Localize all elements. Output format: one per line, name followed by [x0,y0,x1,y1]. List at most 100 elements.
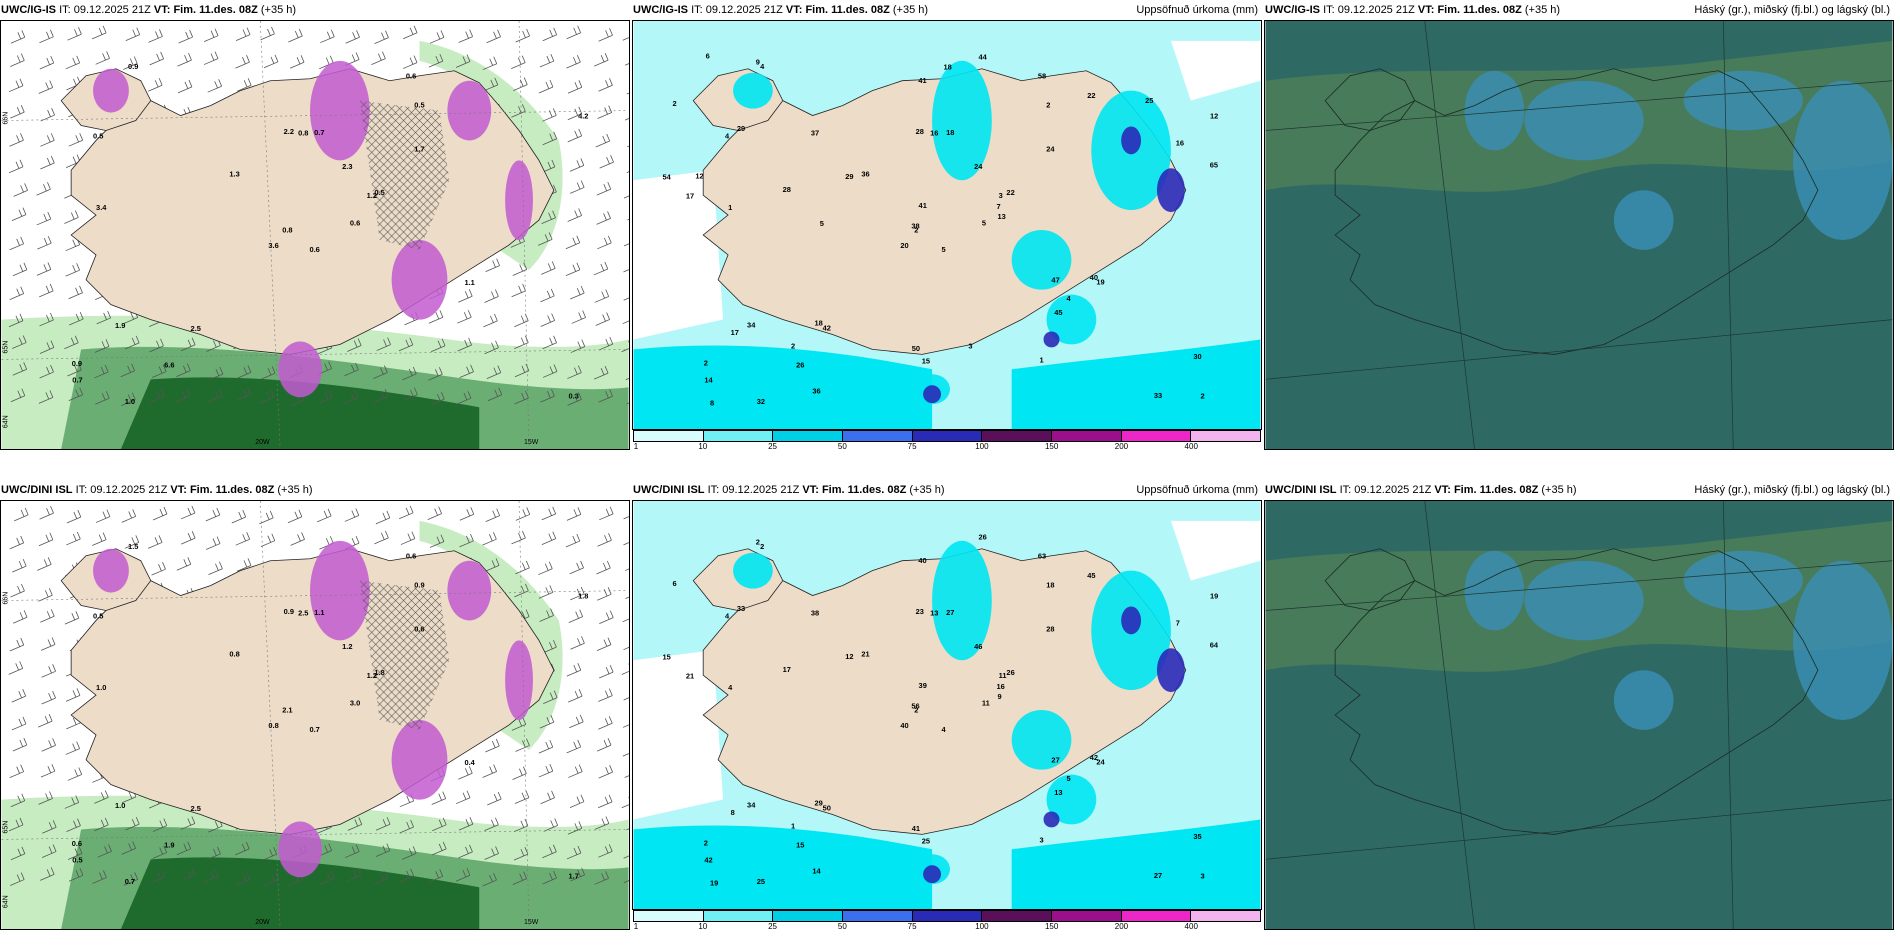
wind-barb-icon [540,790,555,805]
wind-barb-icon [541,506,557,521]
value-label: 16 [930,128,938,137]
wind-barb-icon [541,210,556,225]
wind-barb-icon [458,289,473,303]
wind-barb-icon [594,289,610,303]
value-label: 18 [1046,580,1054,589]
wind-barb-icon [566,663,582,677]
value-label: 64 [1210,640,1219,649]
value-label: 1.8 [374,668,384,677]
precip-mid-area [1011,339,1261,429]
wind-barb-icon [402,25,418,40]
wind-barb-icon [151,562,166,576]
value-label: 5 [982,218,986,227]
wind-barb-icon [539,715,555,729]
precip-mid-area [733,72,773,109]
value-label: 25 [757,877,765,886]
wind-barb-icon [289,55,305,69]
value-label: 1.2 [367,191,377,200]
wind-barb-icon [180,337,196,352]
wind-barb-icon [263,54,279,69]
wind-barb-icon [626,828,629,831]
wind-barb-icon [10,846,26,861]
value-label: 0.6 [72,839,82,848]
wind-barb-icon [180,816,196,830]
panel-header: UWC/DINI ISL IT: 09.12.2025 21Z VT: Fim.… [632,480,1262,500]
westfjords-outline [1324,548,1416,611]
legend-swatch [1191,911,1261,921]
legend-tick-label: 10 [698,442,708,451]
wind-barb-icon [37,557,52,571]
iceland-outline [1334,548,1819,835]
precip-mid-area [932,60,992,181]
run-it-label: IT: [75,484,88,496]
wind-barb-icon [371,51,386,65]
wind-barb-icon [373,871,389,885]
wind-barb-icon [95,509,111,523]
run-vt-label: VT: [170,484,187,496]
wind-barb-icon [11,716,27,731]
value-label: 3 [1200,871,1204,880]
wind-barb-icon [539,608,554,622]
run-info: UWC/DINI ISL IT: 09.12.2025 21Z VT: Fim.… [633,480,945,500]
value-label: 24 [1046,144,1055,153]
wind-barb-icon [37,236,52,250]
wind-barb-icon [598,688,613,702]
wind-barb-icon [149,51,164,66]
value-label: 2.3 [342,162,352,171]
wind-barb-icon [68,387,84,402]
value-label: 1.2 [342,642,352,651]
snow-area [447,560,492,621]
precip-mid-area [733,552,773,589]
value-labels: 4422115063271811234194028252346342142151… [662,532,1218,887]
no-precip-area [1170,520,1261,581]
value-label: 29 [814,799,822,808]
value-label: 3.0 [350,698,360,707]
wind-barb-icon [260,533,276,548]
run-info: UWC/DINI ISL IT: 09.12.2025 21Z VT: Fim.… [1,480,313,500]
value-label: 41 [912,824,920,833]
wind-barb-icon [64,611,80,625]
legend-swatch [1121,911,1192,921]
value-label: 36 [861,169,869,178]
wind-barb-icon [485,738,500,753]
wind-barb-icon [176,841,192,856]
panel-header: UWC/IG-IS IT: 09.12.2025 21Z VT: Fim. 11… [632,0,1262,20]
snow-area [505,160,533,240]
wind-barb-icon [487,387,503,402]
wind-barb-icon [626,402,629,405]
wind-barb-icon [428,869,444,883]
wind-barb-icon [542,335,557,350]
legend-tick-label: 400 [1184,922,1198,931]
run-it-value: 09.12.2025 21Z [73,4,151,16]
wind-barb-icon [123,872,139,886]
hatched-area [359,580,450,730]
wind-barb-icon [542,27,558,42]
wind-barb-icon [566,739,582,754]
wind-barb-icon [94,364,109,379]
wind-barb-icon [175,388,190,403]
precip-mid-area [932,540,992,661]
value-label: 35 [1193,832,1201,841]
wind-barb-icon [623,697,629,701]
wind-barb-icon [345,30,360,44]
value-label: 7 [1176,619,1180,628]
run-vt-value: Fim. 11.des. 08Z [173,4,258,16]
wind-barb-icon [569,560,584,575]
value-label: 63 [1038,551,1046,560]
precip-heavy-area [1043,811,1060,828]
snow-area [447,80,492,141]
wind-barb-icon [455,54,471,68]
legend-swatch [1052,431,1122,441]
wind-barb-icon [40,133,55,147]
value-label: 38 [911,221,919,230]
wind-barb-icon [455,790,471,805]
run-vt-value: Fim. 11.des. 08Z [805,4,890,16]
wind-barb-icon [64,795,80,809]
value-label: 34 [747,801,756,810]
wind-barb-icon [66,818,81,833]
wind-barb-icon [484,289,499,303]
wind-barb-icon [235,27,251,41]
wind-barb-icon [344,390,359,404]
wind-barb-icon [9,764,25,779]
wind-barb-icon [622,724,629,728]
